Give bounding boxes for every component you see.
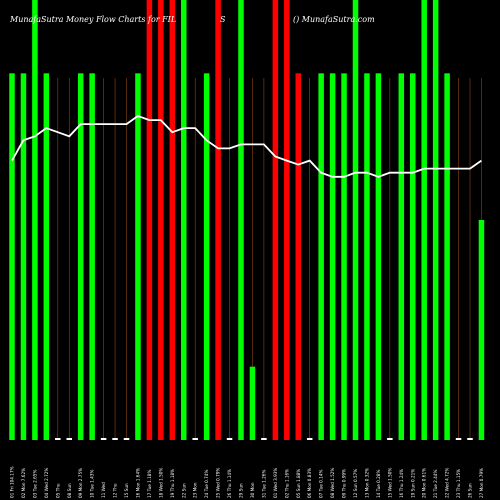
x-tick-label: 15 Sun xyxy=(124,483,129,498)
bar xyxy=(272,0,279,440)
site-credit: () MunafaSutra.com xyxy=(293,15,375,24)
bar xyxy=(375,73,382,440)
x-tick-label: 26 Thu 1.14% xyxy=(227,469,232,498)
bar xyxy=(66,438,72,440)
x-tick-label: 13 Mon 0.32% xyxy=(364,468,369,498)
x-tick-label: 22 Sun xyxy=(181,483,186,498)
bar xyxy=(181,0,187,440)
bar xyxy=(226,438,233,440)
bar xyxy=(77,73,84,440)
bar xyxy=(192,438,198,440)
bar xyxy=(318,73,324,440)
bar xyxy=(43,73,50,440)
bar xyxy=(432,0,439,440)
x-tick-label: 02 Thu 1.16% xyxy=(284,469,289,498)
x-tick-label: 25 Wed 0.79% xyxy=(216,468,221,498)
bar xyxy=(158,0,164,440)
bar xyxy=(341,73,347,440)
x-tick-label: 05 Sun 1.88% xyxy=(296,469,301,498)
bars-group xyxy=(9,0,485,440)
x-tick-label: 14 Tue 0.28% xyxy=(376,470,381,498)
bar xyxy=(364,73,370,440)
x-tick-label: 23 Thu 1.15% xyxy=(456,469,461,498)
bar xyxy=(421,0,427,440)
x-tick-label: 19 Sun 0.21% xyxy=(410,469,415,498)
x-tick-label: 22 Wed 4.72% xyxy=(445,468,450,498)
x-tick-label: 20 Mon 0.61% xyxy=(422,468,427,498)
bar xyxy=(146,0,153,440)
chart-title: MunafaSutra Money Flow Charts for FIL xyxy=(9,15,176,24)
bar xyxy=(352,0,359,440)
bar xyxy=(203,73,210,440)
x-tick-label: 19 Thu 1.18% xyxy=(170,469,175,498)
x-tick-label: 05 Thu xyxy=(55,483,60,498)
bar xyxy=(169,0,176,440)
bar xyxy=(135,73,141,440)
bar xyxy=(100,438,107,440)
bar xyxy=(306,438,313,440)
bar xyxy=(398,73,405,440)
x-tick-labels: 01 Fri 104.17% 02 Mon 7.62% 03 Tue 2.65% 04… xyxy=(10,466,484,498)
x-tick-label: 27 Mon 0.79% xyxy=(479,468,484,498)
bar xyxy=(478,220,485,440)
bar xyxy=(387,438,393,440)
x-tick-label: 17 Tue 1.18% xyxy=(147,470,152,498)
x-tick-label: 12 Sun 0.57% xyxy=(353,469,358,498)
bar xyxy=(9,73,15,440)
x-tick-label: 30 Mon xyxy=(250,482,255,498)
bar xyxy=(32,0,38,440)
x-tick-label: 26 Sun xyxy=(468,483,473,498)
x-tick-label: 21 Tue 2.44% xyxy=(433,470,438,498)
chart-title-fragment: S xyxy=(220,15,226,24)
money-flow-line xyxy=(11,114,482,178)
x-tick-label: 09 Thu 0.99% xyxy=(342,469,347,498)
bar xyxy=(112,438,118,440)
x-tick-label: 23 Mon xyxy=(193,482,198,498)
bar xyxy=(89,73,95,440)
x-tick-label: 10 Tue 1.43% xyxy=(90,470,95,498)
x-tick-label: 16 Mon 1.64% xyxy=(135,468,140,498)
x-tick-label: 07 Tue 0.14% xyxy=(319,470,324,498)
bar xyxy=(20,73,27,440)
x-tick-label: 15 Wed 1.50% xyxy=(387,468,392,498)
bar xyxy=(55,438,61,440)
x-tick-label: 11 Wed xyxy=(101,482,106,498)
x-tick-label: 04 Wed 2.72% xyxy=(44,468,49,498)
x-tick-label: 03 Tue 2.65% xyxy=(32,470,37,498)
x-tick-label: 09 Mon 2.75% xyxy=(78,468,83,498)
bar xyxy=(238,0,244,440)
bar xyxy=(444,73,450,440)
bar xyxy=(455,438,462,440)
x-tick-label: 01 Fri 104.17% xyxy=(10,466,15,498)
bar xyxy=(261,438,267,440)
x-tick-label: 01 Wed 3.93% xyxy=(273,468,278,498)
bar xyxy=(295,73,301,440)
x-tick-label: 08 Wed 1.52% xyxy=(330,468,335,498)
bar xyxy=(467,438,473,440)
x-tick-label: 18 Wed 1.50% xyxy=(158,468,163,498)
x-tick-label: 16 Thu 1.24% xyxy=(399,469,404,498)
bar xyxy=(215,0,221,440)
x-tick-label: 12 Thu xyxy=(113,483,118,498)
x-tick-label: 31 Tue 1.26% xyxy=(261,470,266,498)
bar xyxy=(284,0,290,440)
x-tick-label: 29 Sun xyxy=(239,483,244,498)
bar xyxy=(329,73,336,440)
x-tick-label: 02 Mon 7.62% xyxy=(21,468,26,498)
x-tick-label: 06 Mon 0.83% xyxy=(307,468,312,498)
x-tick-label: 08 Sun xyxy=(67,483,72,498)
bar xyxy=(410,73,416,440)
bar xyxy=(249,366,256,440)
bar xyxy=(123,438,130,440)
x-tick-label: 24 Tue 0.74% xyxy=(204,470,209,498)
